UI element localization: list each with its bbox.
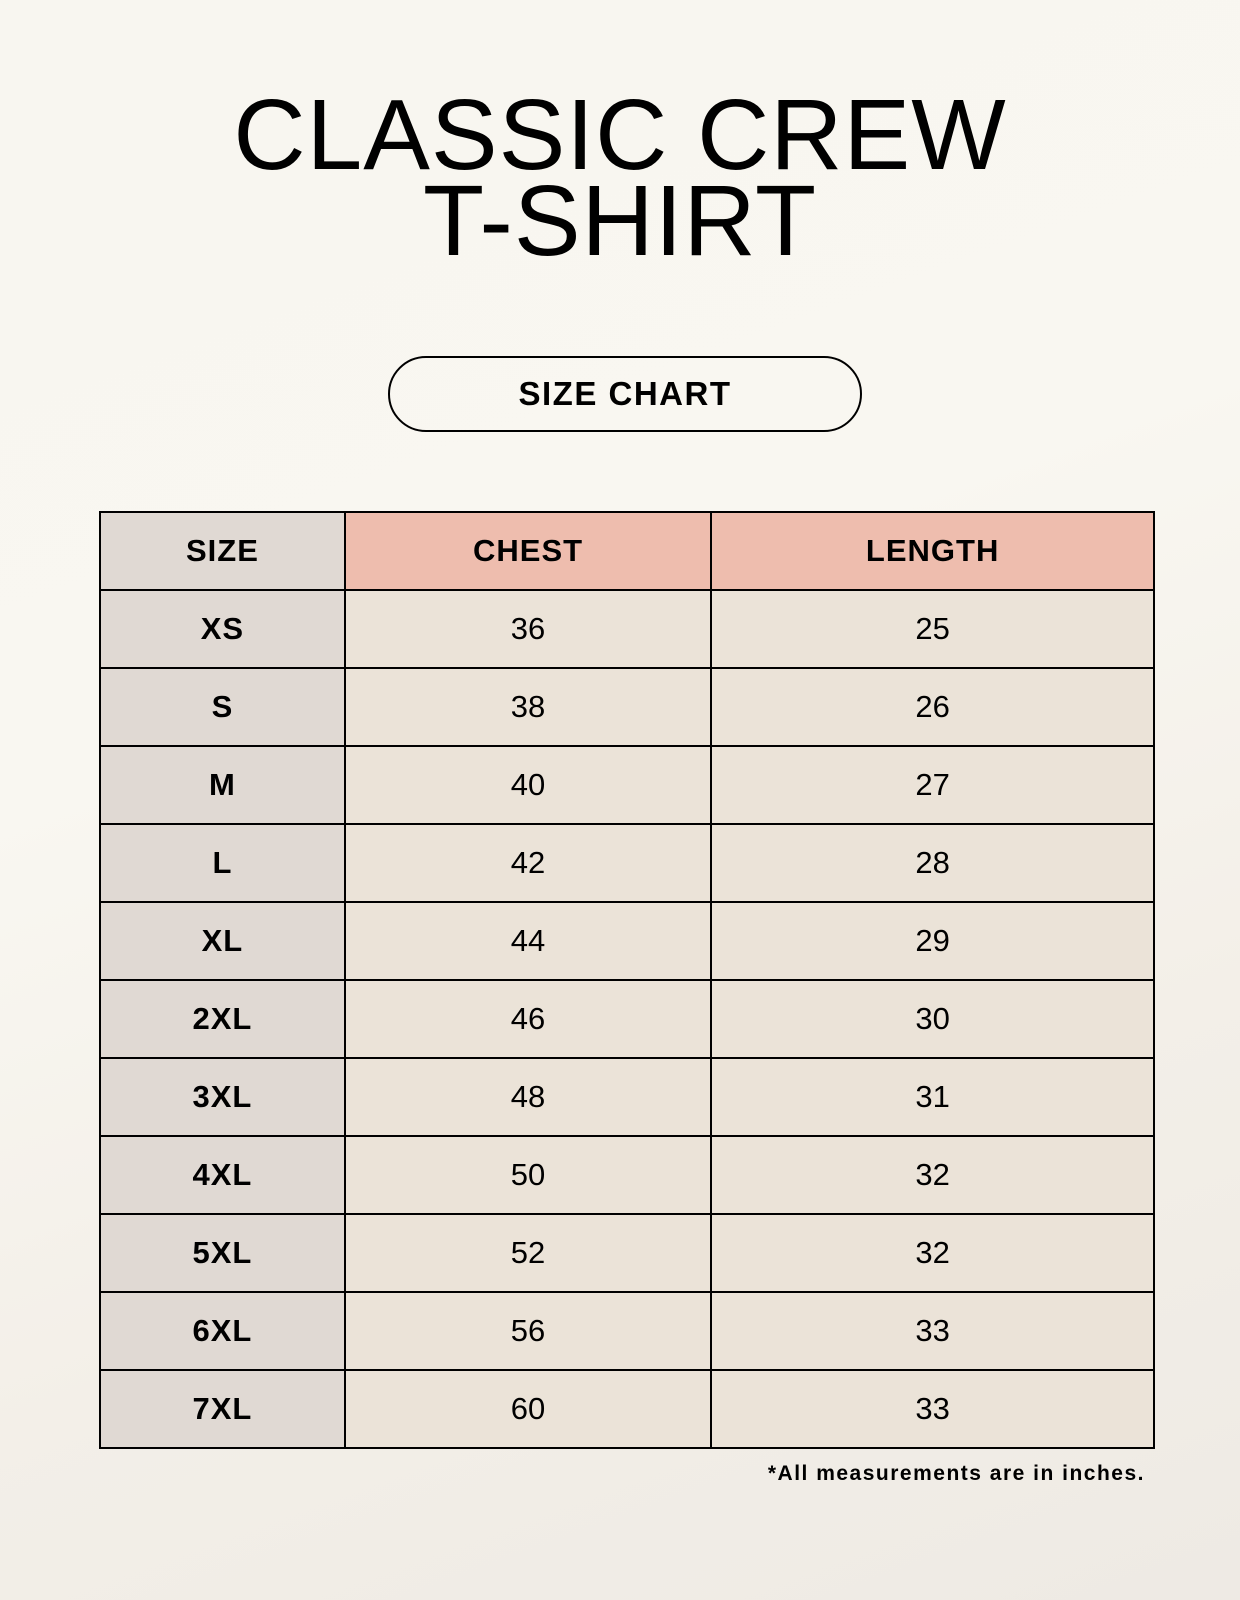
table-row: 3XL 48 31 <box>99 1057 1155 1137</box>
table-row: 6XL 56 33 <box>99 1291 1155 1371</box>
title-line-1: CLASSIC CREW <box>233 79 1007 191</box>
cell-size: S <box>99 667 346 747</box>
header-length: LENGTH <box>710 511 1155 591</box>
cell-length: 32 <box>710 1135 1155 1215</box>
cell-length: 31 <box>710 1057 1155 1137</box>
cell-size: L <box>99 823 346 903</box>
table-header-row: SIZE CHEST LENGTH <box>99 511 1155 591</box>
header-size: SIZE <box>99 511 346 591</box>
page-title: CLASSIC CREW T-SHIRT <box>0 79 1240 277</box>
cell-length: 33 <box>710 1369 1155 1449</box>
cell-size: M <box>99 745 346 825</box>
cell-length: 26 <box>710 667 1155 747</box>
cell-chest: 36 <box>343 589 713 669</box>
cell-chest: 52 <box>343 1213 713 1293</box>
cell-size: 7XL <box>99 1369 346 1449</box>
table-row: M 40 27 <box>99 745 1155 825</box>
cell-length: 29 <box>710 901 1155 981</box>
table-row: 5XL 52 32 <box>99 1213 1155 1293</box>
table-row: XS 36 25 <box>99 589 1155 669</box>
cell-chest: 60 <box>343 1369 713 1449</box>
size-chart-badge: SIZE CHART <box>388 356 862 432</box>
cell-size: 4XL <box>99 1135 346 1215</box>
table-row: 7XL 60 33 <box>99 1369 1155 1449</box>
cell-length: 25 <box>710 589 1155 669</box>
cell-size: XL <box>99 901 346 981</box>
cell-size: 2XL <box>99 979 346 1059</box>
footnote: *All measurements are in inches. <box>767 1462 1145 1485</box>
size-table: SIZE CHEST LENGTH XS 36 25 S 38 26 M 40 27 L 42 28 X… <box>99 511 1155 1449</box>
cell-chest: 48 <box>343 1057 713 1137</box>
cell-chest: 38 <box>343 667 713 747</box>
table-row: 2XL 46 30 <box>99 979 1155 1059</box>
table-row: S 38 26 <box>99 667 1155 747</box>
header-chest: CHEST <box>343 511 713 591</box>
cell-chest: 56 <box>343 1291 713 1371</box>
cell-size: 6XL <box>99 1291 346 1371</box>
cell-chest: 50 <box>343 1135 713 1215</box>
title-line-2: T-SHIRT <box>422 165 818 277</box>
cell-length: 32 <box>710 1213 1155 1293</box>
table-row: 4XL 50 32 <box>99 1135 1155 1215</box>
table-row: XL 44 29 <box>99 901 1155 981</box>
cell-size: 3XL <box>99 1057 346 1137</box>
table-row: L 42 28 <box>99 823 1155 903</box>
cell-chest: 42 <box>343 823 713 903</box>
cell-chest: 44 <box>343 901 713 981</box>
cell-size: XS <box>99 589 346 669</box>
cell-length: 33 <box>710 1291 1155 1371</box>
cell-chest: 40 <box>343 745 713 825</box>
cell-length: 27 <box>710 745 1155 825</box>
cell-chest: 46 <box>343 979 713 1059</box>
cell-length: 30 <box>710 979 1155 1059</box>
cell-size: 5XL <box>99 1213 346 1293</box>
cell-length: 28 <box>710 823 1155 903</box>
